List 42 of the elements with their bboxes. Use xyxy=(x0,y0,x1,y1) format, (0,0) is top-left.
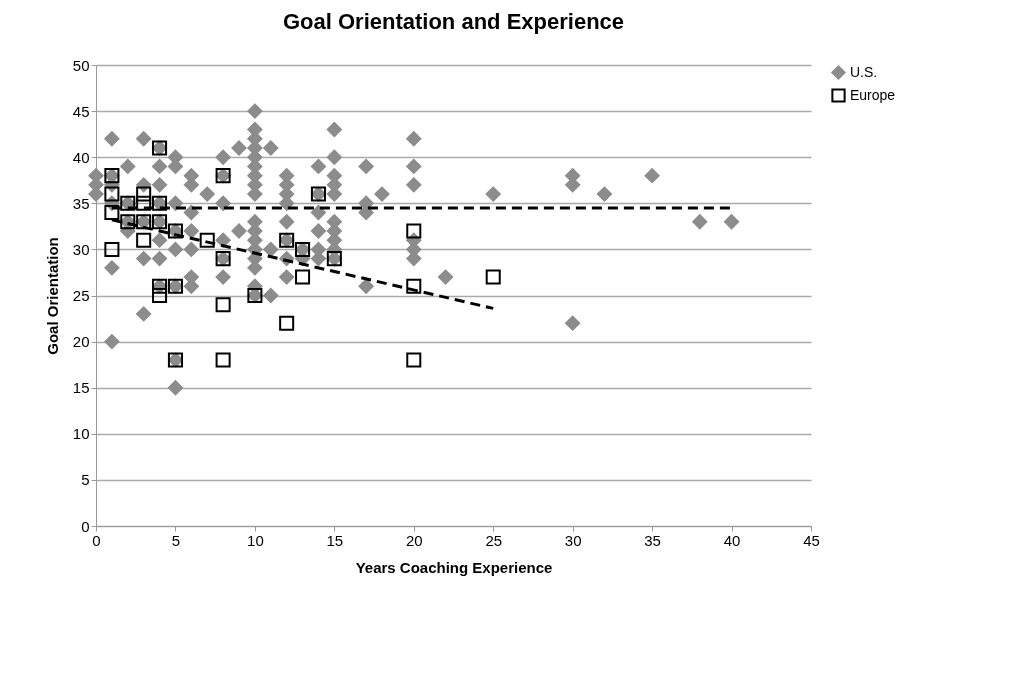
y-axis-title: Goal Orientation xyxy=(43,237,61,355)
x-tick-label: 10 xyxy=(247,531,264,549)
x-tick-label: 30 xyxy=(564,531,582,549)
point xyxy=(104,205,120,221)
point xyxy=(485,269,501,285)
legend-label: U.S. xyxy=(850,63,878,80)
x-tick-label: 45 xyxy=(803,531,820,549)
x-tick-label: 25 xyxy=(485,531,503,549)
point xyxy=(279,315,295,331)
y-tick-label: 35 xyxy=(72,194,90,212)
point xyxy=(406,223,422,239)
x-axis-title: Years Coaching Experience xyxy=(355,558,553,576)
y-tick-label: 15 xyxy=(72,379,90,397)
legend-label: Europe xyxy=(850,86,896,103)
x-tick-label: 20 xyxy=(405,531,423,549)
y-tick-label: 5 xyxy=(81,471,90,489)
x-tick-label: 15 xyxy=(326,531,344,549)
point xyxy=(406,278,422,294)
point xyxy=(215,352,231,368)
y-tick-label: 10 xyxy=(72,425,90,443)
point xyxy=(199,232,215,248)
y-tick-label: 20 xyxy=(72,333,90,351)
x-tick-label: 0 xyxy=(92,531,101,549)
point xyxy=(152,287,168,304)
point xyxy=(104,241,120,257)
chart-title: Goal Orientation and Experience xyxy=(282,9,625,34)
y-tick-label: 40 xyxy=(72,148,90,166)
point xyxy=(406,352,422,368)
x-tick-label: 35 xyxy=(644,531,661,549)
point xyxy=(215,297,231,313)
y-tick-label: 30 xyxy=(72,240,90,258)
y-tick-label: 0 xyxy=(81,517,90,535)
point xyxy=(104,186,120,202)
point xyxy=(136,232,152,248)
y-tick-label: 50 xyxy=(72,56,90,74)
y-tick-label: 45 xyxy=(72,102,90,120)
y-tick-label: 25 xyxy=(72,287,90,304)
point xyxy=(136,195,152,211)
point xyxy=(136,186,152,202)
x-tick-label: 40 xyxy=(723,531,741,549)
x-tick-label: 5 xyxy=(171,531,181,549)
point xyxy=(295,269,311,285)
